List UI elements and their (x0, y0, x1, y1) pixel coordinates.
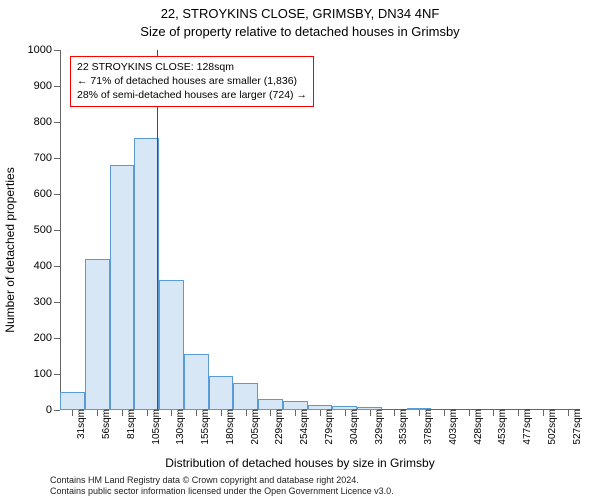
y-tick (54, 302, 60, 303)
x-tick-label: 329sqm (374, 409, 385, 445)
histogram-bar (159, 280, 184, 410)
histogram-bar (134, 138, 159, 410)
x-tick (370, 410, 371, 416)
y-tick-label: 400 (12, 260, 52, 272)
y-tick-label: 900 (12, 80, 52, 92)
x-tick (320, 410, 321, 416)
y-tick-label: 0 (12, 404, 52, 416)
histogram-bar (184, 354, 209, 410)
y-tick-label: 300 (12, 296, 52, 308)
footnote: Contains HM Land Registry data © Crown c… (50, 475, 590, 498)
y-tick (54, 338, 60, 339)
histogram-bar (85, 259, 110, 410)
x-tick (568, 410, 569, 416)
x-tick (469, 410, 470, 416)
y-tick (54, 410, 60, 411)
footnote-line: Contains public sector information licen… (50, 486, 590, 497)
y-tick (54, 230, 60, 231)
x-tick (196, 410, 197, 416)
x-tick-label: 155sqm (200, 409, 211, 445)
x-tick-label: 502sqm (547, 409, 558, 445)
y-tick-label: 600 (12, 188, 52, 200)
x-tick (171, 410, 172, 416)
chart-container: 22, STROYKINS CLOSE, GRIMSBY, DN34 4NF S… (0, 0, 600, 500)
x-tick-label: 304sqm (349, 409, 360, 445)
y-tick (54, 266, 60, 267)
histogram-bar (233, 383, 258, 410)
x-tick-label: 279sqm (324, 409, 335, 445)
y-tick-label: 1000 (12, 44, 52, 56)
y-tick (54, 374, 60, 375)
y-axis (60, 50, 61, 410)
x-tick (493, 410, 494, 416)
y-tick-label: 700 (12, 152, 52, 164)
x-tick-label: 378sqm (423, 409, 434, 445)
y-tick (54, 158, 60, 159)
y-tick-label: 100 (12, 368, 52, 380)
x-tick-label: 477sqm (522, 409, 533, 445)
x-tick-label: 428sqm (473, 409, 484, 445)
x-axis-label: Distribution of detached houses by size … (0, 456, 600, 470)
x-tick-label: 180sqm (225, 409, 236, 445)
x-tick-label: 453sqm (497, 409, 508, 445)
x-tick-label: 254sqm (299, 409, 310, 445)
x-tick (147, 410, 148, 416)
x-tick (221, 410, 222, 416)
footnote-line: Contains HM Land Registry data © Crown c… (50, 475, 590, 486)
annotation-box: 22 STROYKINS CLOSE: 128sqm ← 71% of deta… (70, 56, 314, 107)
x-tick (394, 410, 395, 416)
x-tick-label: 130sqm (175, 409, 186, 445)
x-tick (246, 410, 247, 416)
annotation-line: 22 STROYKINS CLOSE: 128sqm (77, 60, 307, 74)
y-tick (54, 194, 60, 195)
y-tick-label: 800 (12, 116, 52, 128)
histogram-bar (209, 376, 234, 410)
x-tick-label: 229sqm (274, 409, 285, 445)
chart-title-line2: Size of property relative to detached ho… (0, 24, 600, 39)
x-tick (419, 410, 420, 416)
x-tick (444, 410, 445, 416)
y-tick-label: 200 (12, 332, 52, 344)
x-tick (295, 410, 296, 416)
annotation-line: 28% of semi-detached houses are larger (… (77, 88, 307, 102)
x-tick-label: 81sqm (126, 409, 137, 439)
y-tick-label: 500 (12, 224, 52, 236)
x-tick (543, 410, 544, 416)
x-tick (72, 410, 73, 416)
y-tick (54, 86, 60, 87)
x-tick-label: 56sqm (101, 409, 112, 439)
histogram-bar (110, 165, 135, 410)
x-tick-label: 31sqm (76, 409, 87, 439)
y-tick (54, 50, 60, 51)
x-tick (122, 410, 123, 416)
histogram-bar (60, 392, 85, 410)
x-tick-label: 527sqm (572, 409, 583, 445)
x-tick-label: 105sqm (151, 409, 162, 445)
x-tick-label: 353sqm (398, 409, 409, 445)
x-tick (97, 410, 98, 416)
y-tick (54, 122, 60, 123)
x-tick (518, 410, 519, 416)
x-tick-label: 205sqm (250, 409, 261, 445)
x-tick-label: 403sqm (448, 409, 459, 445)
x-tick (345, 410, 346, 416)
x-tick (270, 410, 271, 416)
plot-area: 22 STROYKINS CLOSE: 128sqm ← 71% of deta… (60, 50, 580, 410)
annotation-line: ← 71% of detached houses are smaller (1,… (77, 74, 307, 88)
chart-title-line1: 22, STROYKINS CLOSE, GRIMSBY, DN34 4NF (0, 6, 600, 21)
